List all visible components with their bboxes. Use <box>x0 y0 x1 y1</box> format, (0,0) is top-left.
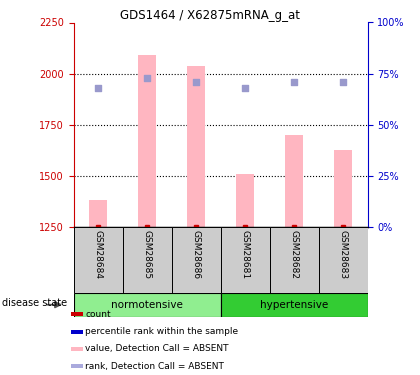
Point <box>291 79 297 85</box>
Bar <box>334 150 352 227</box>
Text: GSM28686: GSM28686 <box>192 230 200 279</box>
Text: normotensive: normotensive <box>111 300 183 310</box>
Point <box>94 85 101 91</box>
Bar <box>220 292 368 317</box>
Point <box>340 79 346 85</box>
Bar <box>318 227 368 292</box>
Bar <box>270 227 318 292</box>
Bar <box>71 347 83 351</box>
Text: percentile rank within the sample: percentile rank within the sample <box>85 327 238 336</box>
Bar <box>71 330 83 334</box>
Text: rank, Detection Call = ABSENT: rank, Detection Call = ABSENT <box>85 362 224 371</box>
Text: GSM28685: GSM28685 <box>142 230 152 279</box>
Bar <box>139 55 155 227</box>
Bar <box>71 312 83 316</box>
Bar <box>236 174 254 227</box>
Bar <box>187 66 205 227</box>
Text: hypertensive: hypertensive <box>260 300 328 310</box>
Bar <box>220 227 270 292</box>
Text: value, Detection Call = ABSENT: value, Detection Call = ABSENT <box>85 345 228 354</box>
Text: count: count <box>85 310 111 319</box>
Bar <box>89 200 107 227</box>
Point <box>241 85 248 91</box>
Text: disease state: disease state <box>2 298 67 309</box>
Bar <box>171 227 220 292</box>
Bar <box>286 135 302 227</box>
Text: GSM28682: GSM28682 <box>289 230 299 279</box>
Text: GDS1464 / X62875mRNA_g_at: GDS1464 / X62875mRNA_g_at <box>120 9 300 22</box>
Bar <box>74 227 123 292</box>
Point <box>144 75 150 81</box>
Text: GSM28681: GSM28681 <box>241 230 249 279</box>
Text: GSM28684: GSM28684 <box>94 230 102 279</box>
Text: GSM28683: GSM28683 <box>339 230 347 279</box>
Bar <box>74 292 220 317</box>
Bar <box>71 364 83 368</box>
Point <box>193 79 199 85</box>
Bar <box>123 227 171 292</box>
